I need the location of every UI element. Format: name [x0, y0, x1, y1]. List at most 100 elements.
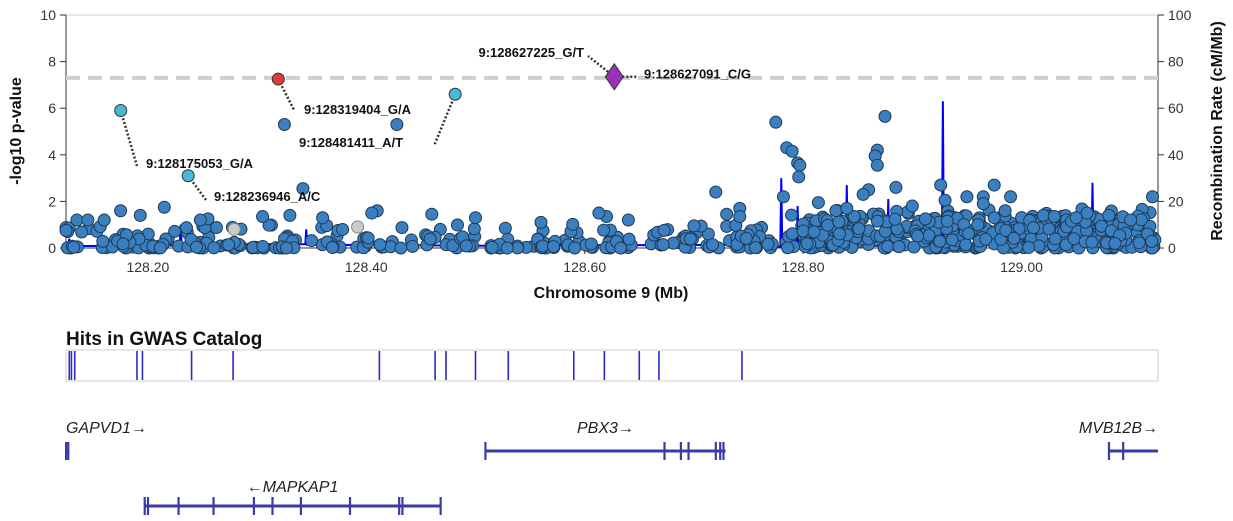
variant-point [776, 190, 790, 204]
variant-point [614, 241, 628, 255]
gene-exon [146, 497, 150, 515]
variant-point [911, 229, 925, 243]
annotation-labels-group: 9:128627225_G/T 9:128319404_G/A 9:12848141… [146, 45, 751, 204]
variant-point [97, 213, 111, 227]
x-tick-label: 128.40 [345, 259, 388, 275]
gene-label: PBX3→ [577, 420, 634, 437]
variant-point [485, 240, 499, 254]
y-tick-label: 0 [48, 240, 56, 256]
variant-point [1004, 190, 1018, 204]
gene-exon [67, 442, 70, 460]
variant-point [733, 210, 747, 224]
gene-exon [177, 497, 180, 515]
variant-point [821, 218, 835, 232]
variant-point [305, 234, 319, 248]
y2-tick-label: 20 [1168, 193, 1184, 209]
lead-variant-label: 9:128627091_C/G [644, 67, 751, 82]
variant-point [116, 237, 130, 251]
variant-point [190, 240, 204, 254]
gene-exon [401, 497, 404, 515]
variant-point [459, 239, 473, 253]
variant-point [793, 158, 807, 172]
variant-point [1145, 234, 1159, 248]
gene-exon [719, 442, 722, 460]
variant-point [881, 239, 895, 253]
variant-point [1102, 208, 1116, 222]
variant-point [706, 238, 720, 252]
variant-point [878, 109, 892, 123]
gene-exon [687, 442, 690, 460]
variant-point [568, 241, 582, 255]
variant-point [852, 222, 866, 236]
variant-point [279, 241, 293, 255]
gene-exon [271, 497, 274, 515]
gene-exon [65, 442, 68, 460]
variant-point [807, 225, 821, 239]
y-tick-label: 2 [48, 193, 56, 209]
variant-point [1124, 213, 1138, 227]
variant-point [829, 204, 843, 218]
gene-exon [398, 497, 401, 515]
x-tick-label: 128.80 [782, 259, 825, 275]
variant-point [622, 232, 636, 246]
variant-point [70, 213, 84, 227]
variant-point [207, 241, 221, 255]
gene-exon [1107, 442, 1111, 460]
variant-point [283, 208, 297, 222]
gene-track: GAPVD1→ PBX3→ MVB12B→ ←MAPKAP1 [65, 420, 1158, 515]
annotation-label: 9:128175053_G/A [146, 156, 254, 171]
variant-point [153, 241, 167, 255]
x-axis-label: Chromosome 9 (Mb) [534, 285, 689, 302]
variant-point [498, 221, 512, 235]
variant-point [133, 208, 147, 222]
annotation-label: 9:128236946_A/C [214, 189, 321, 204]
variant-point [59, 224, 73, 238]
y2-tick-label: 40 [1168, 147, 1184, 163]
variant-point [1042, 222, 1056, 236]
gene-label: ←MAPKAP1 [247, 479, 339, 496]
variant-points-group [59, 62, 1162, 255]
variant-point [1069, 211, 1083, 225]
variant-point [365, 206, 379, 220]
variant-point [222, 238, 236, 252]
x-tick-label: 128.20 [126, 259, 169, 275]
variant-point [796, 224, 810, 238]
variant-point [193, 213, 207, 227]
variant-point [889, 180, 903, 194]
gene-exon [679, 442, 682, 460]
y2-tick-label: 100 [1168, 7, 1192, 23]
gene-exon [348, 497, 352, 515]
variant-point [500, 241, 514, 255]
variant-point [296, 182, 310, 196]
gene-exon [212, 497, 215, 515]
variant-point [833, 227, 847, 241]
gene-exon [663, 442, 666, 460]
variant-point [761, 237, 775, 251]
variant-point [566, 217, 580, 231]
variant-point [792, 170, 806, 184]
variant-point [597, 223, 611, 237]
x-tick-label: 128.60 [563, 259, 606, 275]
variant-point [1047, 210, 1061, 224]
variant-point [390, 118, 404, 132]
variant-point [547, 240, 561, 254]
variant-point [832, 215, 846, 229]
y-tick-label: 4 [48, 147, 56, 163]
variant-point [469, 211, 482, 225]
variant-point [373, 238, 387, 252]
y2-axis-label: Recombination Rate (cM/Mb) [1209, 21, 1226, 241]
variant-point [1132, 236, 1146, 250]
y2-tick-label: 0 [1168, 240, 1176, 256]
variant-point [720, 207, 734, 221]
gene-exon [252, 497, 256, 515]
variant-point [336, 222, 350, 236]
variant-point [256, 240, 270, 254]
gene-exon [722, 442, 725, 460]
variant-point [918, 212, 932, 226]
variant-point [785, 227, 799, 241]
variant-point [979, 232, 993, 246]
variant-point [683, 232, 697, 246]
variant-point [933, 234, 947, 248]
variant-point [1007, 231, 1021, 245]
variant-point [687, 219, 701, 233]
